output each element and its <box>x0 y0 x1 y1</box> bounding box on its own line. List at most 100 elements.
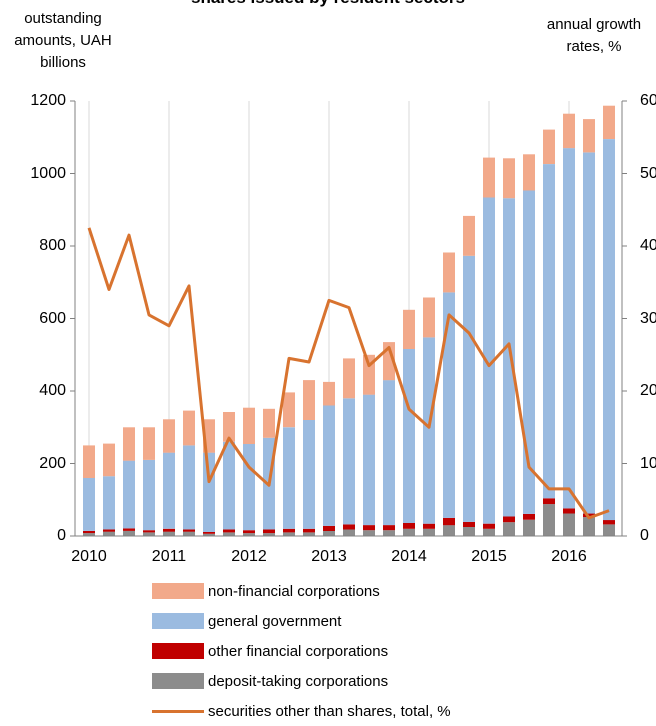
bar-other-financial-corporations-2011Q1 <box>163 528 175 532</box>
bar-non-financial-corporations-2012Q1 <box>243 407 255 444</box>
bar-general-government-2013Q3 <box>363 394 375 526</box>
bar-deposit-taking-corporations-2014Q4 <box>463 526 475 536</box>
bar-general-government-2012Q1 <box>243 443 255 531</box>
bar-general-government-2014Q3 <box>443 292 455 518</box>
bar-deposit-taking-corporations-2013Q2 <box>343 529 355 536</box>
bar-non-financial-corporations-2013Q1 <box>323 381 335 406</box>
bar-general-government-2015Q4 <box>543 164 555 499</box>
bar-non-financial-corporations-2016Q1 <box>563 113 575 149</box>
legend-item: deposit-taking corporations <box>152 666 451 696</box>
bar-general-government-2014Q4 <box>463 255 475 522</box>
bar-other-financial-corporations-2010Q3 <box>123 528 135 531</box>
bar-non-financial-corporations-2012Q2 <box>263 408 275 438</box>
bar-general-government-2010Q3 <box>123 460 135 529</box>
bar-other-financial-corporations-2010Q1 <box>83 530 95 534</box>
left-tick-label-1000: 1000 <box>30 164 66 182</box>
axes <box>70 100 627 537</box>
right-tick-label-60: 60 <box>640 92 656 109</box>
bar-non-financial-corporations-2010Q2 <box>103 443 115 477</box>
bar-other-financial-corporations-2011Q3 <box>203 532 215 534</box>
bar-other-financial-corporations-2012Q4 <box>303 528 315 533</box>
bar-general-government-2015Q3 <box>523 190 535 514</box>
bar-non-financial-corporations-2014Q2 <box>423 297 435 338</box>
bar-general-government-2016Q3 <box>603 139 615 521</box>
left-tick-label-0: 0 <box>57 527 66 544</box>
legend-label: deposit-taking corporations <box>208 672 389 690</box>
bar-non-financial-corporations-2012Q4 <box>303 380 315 420</box>
bar-other-financial-corporations-2014Q3 <box>443 517 455 526</box>
bar-other-financial-corporations-2013Q4 <box>383 525 395 531</box>
bar-non-financial-corporations-2010Q1 <box>83 445 95 478</box>
legend-color-swatch <box>152 643 204 659</box>
bar-non-financial-corporations-2015Q4 <box>543 129 555 164</box>
bar-non-financial-corporations-2015Q2 <box>503 158 515 199</box>
bar-other-financial-corporations-2014Q2 <box>423 523 435 529</box>
legend-item: non-financial corporations <box>152 576 451 606</box>
bar-deposit-taking-corporations-2010Q3 <box>123 530 135 536</box>
bar-other-financial-corporations-2012Q2 <box>263 529 275 534</box>
bar-deposit-taking-corporations-2010Q1 <box>83 533 95 536</box>
bar-deposit-taking-corporations-2011Q4 <box>223 532 235 536</box>
bar-non-financial-corporations-2016Q2 <box>583 119 595 153</box>
bar-other-financial-corporations-2016Q3 <box>603 520 615 525</box>
bar-other-financial-corporations-2011Q4 <box>223 529 235 533</box>
bar-deposit-taking-corporations-2012Q2 <box>263 533 275 536</box>
left-tick-label-1200: 1200 <box>30 92 66 109</box>
bar-general-government-2011Q2 <box>183 445 195 530</box>
legend-label: non-financial corporations <box>208 582 380 600</box>
legend-label: general government <box>208 612 342 630</box>
bar-other-financial-corporations-2012Q3 <box>283 528 295 533</box>
x-tick-label-2015: 2015 <box>471 548 507 565</box>
bar-non-financial-corporations-2011Q4 <box>223 412 235 442</box>
bar-non-financial-corporations-2015Q1 <box>483 157 495 198</box>
right-tick-label-20: 20 <box>640 382 656 399</box>
bar-deposit-taking-corporations-2015Q4 <box>543 504 555 536</box>
bar-other-financial-corporations-2015Q3 <box>523 513 535 520</box>
bar-deposit-taking-corporations-2016Q2 <box>583 517 595 536</box>
left-tick-label-200: 200 <box>39 454 66 472</box>
bar-deposit-taking-corporations-2013Q3 <box>363 530 375 536</box>
bar-non-financial-corporations-2011Q1 <box>163 419 175 453</box>
x-tick-label-2013: 2013 <box>311 548 347 565</box>
bar-general-government-2013Q2 <box>343 398 355 525</box>
bar-general-government-2011Q4 <box>223 441 235 530</box>
left-tick-label-800: 800 <box>39 237 66 254</box>
bar-general-government-2013Q4 <box>383 380 395 526</box>
bar-non-financial-corporations-2011Q2 <box>183 410 195 446</box>
chart-title: shares issued by resident sectors <box>0 0 656 9</box>
bar-deposit-taking-corporations-2015Q1 <box>483 528 495 537</box>
left-tick-label-400: 400 <box>39 382 66 399</box>
bar-non-financial-corporations-2012Q3 <box>283 392 295 428</box>
right-tick-label-30: 30 <box>640 309 656 327</box>
right-tick-label-50: 50 <box>640 164 656 182</box>
bar-other-financial-corporations-2013Q1 <box>323 525 335 531</box>
growth-rate-line <box>87 227 610 520</box>
bar-non-financial-corporations-2014Q3 <box>443 252 455 293</box>
bar-non-financial-corporations-2013Q2 <box>343 358 355 399</box>
bar-deposit-taking-corporations-2015Q3 <box>523 519 535 536</box>
legend-item: other financial corporations <box>152 636 451 666</box>
bar-other-financial-corporations-2011Q2 <box>183 529 195 532</box>
right-tick-label-40: 40 <box>640 237 656 254</box>
x-tick-label-2012: 2012 <box>231 548 267 565</box>
x-tick-label-2016: 2016 <box>551 548 587 565</box>
left-axis-label: outstanding amounts, UAH billions <box>14 10 112 71</box>
legend-color-swatch <box>152 583 204 599</box>
bar-other-financial-corporations-2015Q2 <box>503 516 515 523</box>
bar-other-financial-corporations-2010Q2 <box>103 529 115 532</box>
bar-general-government-2010Q1 <box>83 478 95 531</box>
bar-other-financial-corporations-2015Q4 <box>543 498 555 505</box>
x-tick-label-2014: 2014 <box>391 548 427 565</box>
bar-general-government-2010Q4 <box>143 459 155 531</box>
bar-deposit-taking-corporations-2016Q3 <box>603 524 615 536</box>
bar-general-government-2011Q1 <box>163 452 175 529</box>
bar-general-government-2013Q1 <box>323 405 335 526</box>
bar-deposit-taking-corporations-2014Q2 <box>423 528 435 537</box>
bar-general-government-2012Q4 <box>303 420 315 529</box>
bar-other-financial-corporations-2013Q2 <box>343 524 355 530</box>
legend-label: securities other than shares, total, % <box>208 702 451 720</box>
legend-color-swatch <box>152 673 204 689</box>
bar-deposit-taking-corporations-2012Q1 <box>243 533 255 536</box>
right-tick-label-0: 0 <box>640 527 649 544</box>
